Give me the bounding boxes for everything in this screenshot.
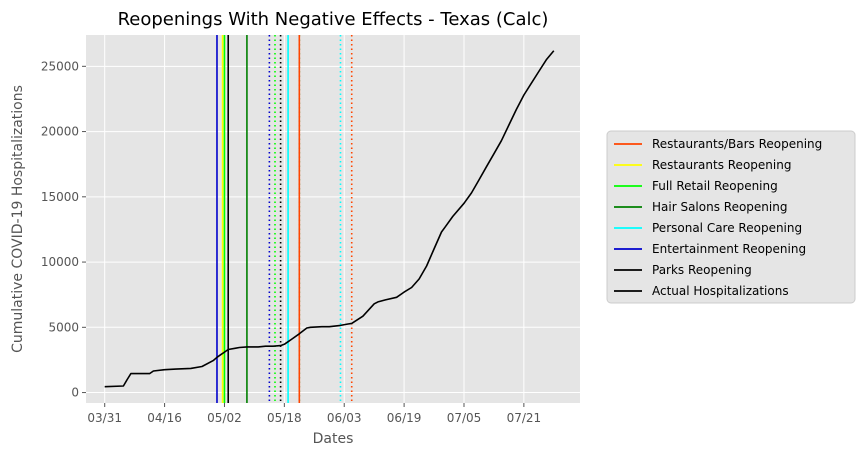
legend-label: Restaurants/Bars Reopening <box>652 137 822 151</box>
x-axis-label: Dates <box>313 431 354 447</box>
legend-label: Restaurants Reopening <box>652 158 791 172</box>
reopening-lines <box>216 35 353 403</box>
x-tick-label: 06/19 <box>387 411 422 425</box>
legend-label: Entertainment Reopening <box>652 242 806 256</box>
y-tick-label: 20000 <box>41 125 79 139</box>
legend-label: Actual Hospitalizations <box>652 284 789 298</box>
y-tick-label: 10000 <box>41 255 79 269</box>
actual-hospitalizations-line <box>104 50 555 388</box>
series <box>104 50 555 388</box>
y-axis-label: Cumulative COVID-19 Hospitalizations <box>10 85 26 353</box>
x-tick-label: 05/02 <box>207 411 242 425</box>
x-tick-label: 07/05 <box>447 411 482 425</box>
legend-box <box>606 130 856 304</box>
x-tick-label: 06/03 <box>327 411 362 425</box>
axis-ticks: 0 5000 10000 15000 20000 25000 03/31 04/16 05/02… <box>41 59 541 425</box>
y-tick-label: 15000 <box>41 190 79 204</box>
x-tick-label: 04/16 <box>147 411 182 425</box>
y-tick-label: 25000 <box>41 59 79 73</box>
x-tick-label: 03/31 <box>87 411 122 425</box>
chart-title: Reopenings With Negative Effects - Texas… <box>118 9 549 30</box>
y-tick-label: 5000 <box>48 320 79 334</box>
y-tick-label: 0 <box>71 386 79 400</box>
legend-label: Personal Care Reopening <box>652 221 802 235</box>
legend-label: Full Retail Reopening <box>652 179 778 193</box>
grid <box>86 35 580 403</box>
plot-area <box>86 35 580 403</box>
legend-label: Parks Reopening <box>652 263 752 277</box>
legend-label: Hair Salons Reopening <box>652 200 787 214</box>
x-tick-label: 05/18 <box>267 411 302 425</box>
legend: Restaurants/Bars Reopening Restaurants Re… <box>606 130 856 304</box>
x-tick-label: 07/21 <box>507 411 542 425</box>
